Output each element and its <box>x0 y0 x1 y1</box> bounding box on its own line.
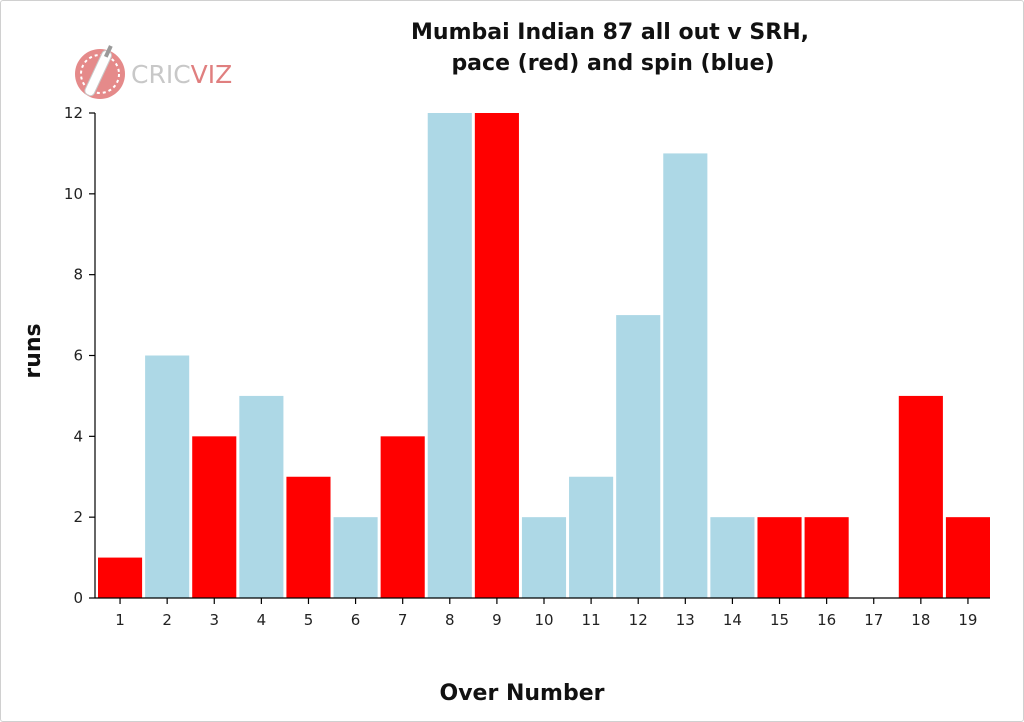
x-tick-label: 18 <box>911 611 930 629</box>
x-tick-label: 5 <box>304 611 314 629</box>
y-axis-label: runs <box>21 323 46 378</box>
x-tick-label: 12 <box>629 611 648 629</box>
x-tick-label: 10 <box>534 611 553 629</box>
bar-over-6 <box>333 517 378 598</box>
x-tick-label: 2 <box>162 611 172 629</box>
x-tick-label: 6 <box>351 611 361 629</box>
bar-over-19 <box>945 517 990 598</box>
y-tick-label: 10 <box>64 185 83 203</box>
y-tick-label: 8 <box>73 266 83 284</box>
y-axis: 0 2 4 6 8 10 12 <box>64 104 96 607</box>
x-axis-label: Over Number <box>440 681 605 706</box>
bar-over-11 <box>569 476 614 598</box>
bar-over-5 <box>286 476 331 598</box>
bar-over-4 <box>239 395 284 598</box>
x-tick-label: 1 <box>115 611 125 629</box>
bar-over-12 <box>616 315 661 598</box>
x-tick-label: 17 <box>864 611 883 629</box>
bar-over-3 <box>192 436 237 598</box>
logo-text-cric: CRIC <box>131 60 191 89</box>
y-tick-label: 2 <box>73 508 83 526</box>
cricviz-logo: CRICVIZ <box>75 45 232 99</box>
x-tick-label: 14 <box>723 611 742 629</box>
bar-over-13 <box>663 153 708 598</box>
y-tick-label: 12 <box>64 104 83 122</box>
logo-text-viz: VIZ <box>191 60 233 89</box>
bar-over-10 <box>521 517 567 598</box>
x-axis: 1 2 3 4 5 6 7 8 9 10 11 12 13 14 15 16 17 18 19 <box>95 597 990 629</box>
bar-over-8 <box>427 113 472 598</box>
cricket-bat-ball-icon <box>75 45 125 99</box>
bar-over-9 <box>474 113 519 598</box>
x-tick-label: 19 <box>958 611 977 629</box>
x-tick-label: 13 <box>676 611 695 629</box>
y-tick-label: 4 <box>73 427 83 445</box>
y-tick-label: 6 <box>73 347 83 365</box>
x-tick-label: 9 <box>492 611 502 629</box>
bar-over-16 <box>804 517 849 598</box>
x-tick-label: 3 <box>209 611 219 629</box>
bar-over-18 <box>898 395 943 598</box>
x-tick-label: 16 <box>817 611 836 629</box>
bar-over-15 <box>757 517 802 598</box>
x-tick-label: 15 <box>770 611 789 629</box>
chart-title-line-1: Mumbai Indian 87 all out v SRH, <box>411 20 809 45</box>
bar-over-2 <box>145 355 190 598</box>
x-tick-label: 7 <box>398 611 408 629</box>
x-tick-label: 11 <box>582 611 601 629</box>
bars-group <box>98 113 990 598</box>
bar-over-14 <box>710 517 755 598</box>
logo-text: CRICVIZ <box>131 60 232 89</box>
y-tick-label: 0 <box>73 589 83 607</box>
x-tick-label: 8 <box>445 611 455 629</box>
bar-over-7 <box>380 436 425 598</box>
bar-over-1 <box>98 557 143 598</box>
chart-title-line-2: pace (red) and spin (blue) <box>451 51 774 76</box>
x-tick-label: 4 <box>257 611 267 629</box>
